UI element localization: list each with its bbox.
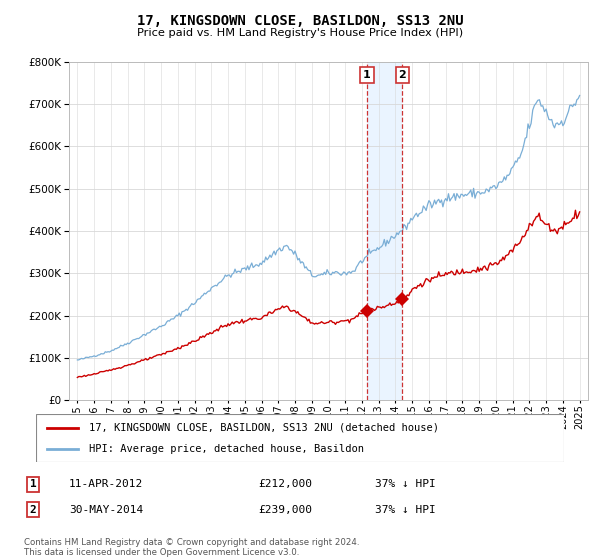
Text: 2: 2: [398, 70, 406, 80]
Text: 17, KINGSDOWN CLOSE, BASILDON, SS13 2NU: 17, KINGSDOWN CLOSE, BASILDON, SS13 2NU: [137, 14, 463, 28]
Text: 37% ↓ HPI: 37% ↓ HPI: [375, 479, 436, 489]
Text: HPI: Average price, detached house, Basildon: HPI: Average price, detached house, Basi…: [89, 444, 364, 454]
Text: 17, KINGSDOWN CLOSE, BASILDON, SS13 2NU (detached house): 17, KINGSDOWN CLOSE, BASILDON, SS13 2NU …: [89, 423, 439, 433]
Text: 30-MAY-2014: 30-MAY-2014: [69, 505, 143, 515]
Text: 37% ↓ HPI: 37% ↓ HPI: [375, 505, 436, 515]
Text: Contains HM Land Registry data © Crown copyright and database right 2024.
This d: Contains HM Land Registry data © Crown c…: [24, 538, 359, 557]
Text: £212,000: £212,000: [258, 479, 312, 489]
Text: Price paid vs. HM Land Registry's House Price Index (HPI): Price paid vs. HM Land Registry's House …: [137, 28, 463, 38]
Bar: [367, 62, 403, 400]
Text: 1: 1: [363, 70, 371, 80]
Text: 1: 1: [29, 479, 37, 489]
Text: £239,000: £239,000: [258, 505, 312, 515]
Text: 2: 2: [29, 505, 37, 515]
FancyBboxPatch shape: [36, 414, 564, 462]
Text: 11-APR-2012: 11-APR-2012: [69, 479, 143, 489]
